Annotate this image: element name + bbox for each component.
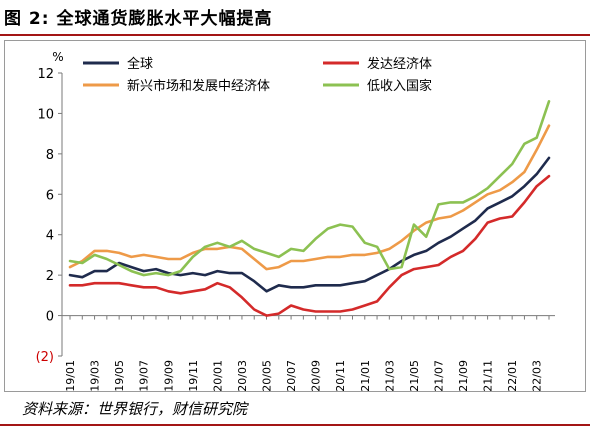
y-tick-label: 12	[37, 67, 54, 82]
y-tick-label: 0	[46, 310, 54, 325]
legend-label-4: 低收入国家	[367, 78, 432, 94]
x-tick-label: 2020/09	[310, 360, 323, 391]
x-tick-label: 2020/07	[285, 360, 298, 391]
source-note: 资料来源：世界银行，财信研究院	[22, 400, 248, 418]
x-tick-label: 2022/03	[531, 360, 544, 391]
x-tick-label: 2020/05	[261, 360, 274, 391]
y-tick-label: 10	[37, 107, 54, 122]
bottom-rule	[0, 424, 590, 426]
series-line-4	[68, 100, 551, 277]
legend-label-3: 新兴市场和发展中经济体	[127, 78, 270, 94]
legend-label-1: 全球	[127, 56, 153, 72]
x-tick-label: 2019/09	[162, 360, 175, 391]
chart-frame: % (2) 0 2 4 6 8 10 12 2019/01 2019/03 2019/05 2019/0…	[4, 40, 586, 392]
x-tick-label: 2021/05	[408, 360, 421, 391]
x-tick-label: 2019/11	[187, 360, 200, 391]
series-line-3	[68, 124, 551, 271]
x-tick-label: 2022/01	[506, 360, 519, 391]
x-tick-label: 2020/11	[334, 360, 347, 391]
legend-label-2: 发达经济体	[367, 56, 432, 72]
x-tick-label: 2020/01	[211, 360, 224, 391]
y-tick-label: 2	[46, 269, 54, 284]
y-tick-label: 8	[46, 148, 54, 163]
x-tick-label: 2021/07	[432, 360, 445, 391]
x-tick-label: 2021/09	[457, 360, 470, 391]
figure-title: 图 2: 全球通货膨胀水平大幅提高	[4, 9, 273, 29]
top-rule	[0, 34, 590, 36]
series-line-2	[68, 174, 551, 317]
x-tick-label: 2021/11	[482, 360, 495, 391]
x-tick-label: 2021/03	[383, 360, 396, 391]
x-tick-label: 2020/03	[236, 360, 249, 391]
x-tick-label: 2019/07	[138, 360, 151, 391]
y-tick-label: 4	[46, 229, 54, 244]
x-tick-label: 2019/01	[64, 360, 77, 391]
series-line-1	[68, 156, 551, 293]
x-tick-label: 2021/01	[359, 360, 372, 391]
y-unit-label: %	[52, 50, 63, 64]
x-tick-label: 2019/03	[89, 360, 102, 391]
x-tick-label: 2019/05	[113, 360, 126, 391]
y-tick-label: (2)	[36, 350, 54, 365]
y-tick-label: 6	[46, 188, 54, 203]
line-chart: % (2) 0 2 4 6 8 10 12 2019/01 2019/03 2019/05 2019/0…	[36, 50, 555, 391]
